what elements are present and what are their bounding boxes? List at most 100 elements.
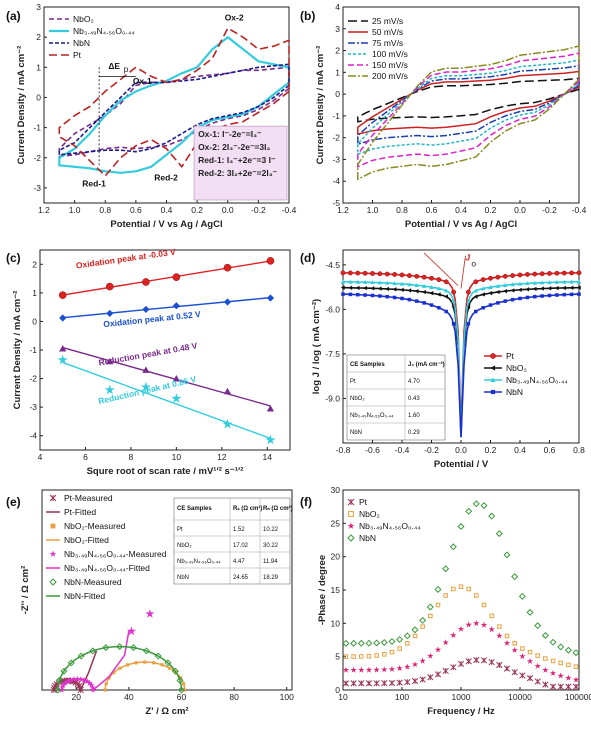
data-point [176,676,184,684]
data-point [542,666,549,673]
data-point [547,280,552,285]
legend-label: Nb₃.₄₉N₄.₅₆O₀.₄₄ [506,375,568,385]
data-point [396,635,404,644]
data-point [154,652,162,660]
annotation-ox1: Ox-1 [133,76,152,86]
x-tick-label: 100 [280,692,294,702]
data-point [517,281,523,286]
data-point [569,279,574,284]
data-point [511,573,519,581]
data-point [466,304,471,310]
data-point [171,667,179,675]
legend-label: 75 mV/s [372,38,403,48]
y-tick-label: 0 [335,685,340,695]
data-point [473,288,478,293]
data-point [84,678,91,685]
data-point [223,298,232,306]
y-axis-label: log J / log ( mA cm⁻²) [311,299,322,394]
data-point [569,292,574,297]
cv-curve [357,59,580,156]
data-point [510,273,516,278]
table-cell: 17.02 [233,543,249,549]
x-tick-label: 14 [263,452,273,462]
data-point [381,680,388,687]
x-tick-label: 0.0 [455,445,467,455]
data-point [465,507,473,515]
data-point [549,683,557,690]
panel-f: 10 100 1000 10000 100000 0 5 10 15 20 25 30 Frequenc… [300,485,591,717]
table-cell: Pt [177,527,183,533]
data-point [77,686,84,694]
data-point [566,662,571,668]
panel-a: 1.2 1.0 0.8 0.6 0.4 0.2 0.0 -0.2 -0.4 3 2 1 0 -1 -2 -3 P… [6,2,297,230]
data-point [450,632,457,638]
legend-label: NbN [506,387,523,397]
data-point [565,683,572,690]
data-point [374,653,379,658]
legend-label: NbN-Fitted [64,591,105,601]
y-tick-label: 0 [32,316,37,326]
data-point [381,666,388,673]
x-axis-label: Frequency / Hz [427,706,495,717]
data-point [182,682,186,686]
x-tick-label: 10000 [508,692,532,702]
data-point [118,666,122,670]
data-point [89,647,97,655]
data-point [557,643,565,651]
data-point [555,293,559,297]
legend-marker [348,511,354,517]
delta-ep-subscript: p [124,64,129,74]
data-point [358,680,365,687]
data-point [503,283,508,287]
data-point [540,294,544,298]
data-point [60,681,67,688]
fit-line [62,296,271,319]
y-axis-label: Current Density / mA cm⁻² [12,291,23,410]
data-point [388,665,396,672]
data-point [473,309,478,314]
data-point [457,660,465,668]
y-tick-label: -4 [332,176,340,186]
data-point [105,282,114,291]
data-point [403,632,411,640]
data-point [496,661,503,669]
data-point [473,279,479,285]
legend-label: NbN-Measured [64,577,122,587]
data-point [140,381,151,392]
data-point [480,286,486,291]
data-point [405,641,410,646]
data-point [549,638,557,646]
y-tick-label: -1 [29,345,37,355]
y-tick-label: -2 [33,153,41,163]
data-point [389,649,395,655]
fit-line [62,260,271,296]
data-point [164,659,172,667]
table-header: CE Samples [350,362,385,368]
cv-curve [357,70,580,136]
y-tick-label: 3 [36,2,41,12]
data-point [348,292,353,297]
data-point [377,280,383,285]
legend-label: 150 mV/s [372,60,408,70]
data-point [466,298,471,303]
data-point [558,660,563,666]
legend-label: NbN [73,38,90,48]
data-point [547,271,552,276]
y-tick-label: -3 [332,154,340,164]
data-point [160,663,164,667]
data-point [74,675,81,682]
data-point [355,292,360,297]
x-tick-label: 0.8 [573,445,585,455]
y-tick-label: 4 [335,2,340,12]
legend-label: Nb₃.₄₉N₄.₅₆O₀.₄₄ [359,521,421,531]
data-point [421,274,427,280]
data-point [363,293,367,297]
x-tick-label: 1.2 [337,205,349,215]
tafel-curve [342,293,580,438]
x-axis-label: Squre root of scan rate / mV¹′² s⁻¹′² [87,466,244,477]
data-point [495,289,500,295]
data-point [449,543,457,551]
x-tick-label: 100000 [565,692,591,702]
data-point [366,653,372,659]
data-point [419,676,426,683]
